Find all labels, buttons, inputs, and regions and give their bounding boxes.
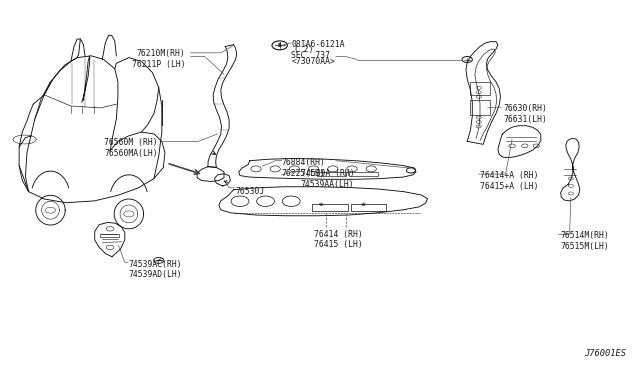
- Text: 76630(RH)
76631(LH): 76630(RH) 76631(LH): [503, 104, 547, 124]
- Text: 76530J: 76530J: [236, 187, 265, 196]
- Text: SEC. 737: SEC. 737: [291, 51, 330, 60]
- Bar: [312, 204, 348, 211]
- Text: 76560M (RH)
76560MA(LH): 76560M (RH) 76560MA(LH): [104, 138, 158, 158]
- Text: 76514M(RH)
76515M(LH): 76514M(RH) 76515M(LH): [560, 231, 609, 251]
- Text: 74539AC(RH)
74539AD(LH): 74539AC(RH) 74539AD(LH): [128, 260, 182, 279]
- Bar: [470, 100, 490, 115]
- Bar: [100, 234, 119, 237]
- Text: 76414+A (RH)
76415+A (LH): 76414+A (RH) 76415+A (LH): [480, 171, 538, 190]
- Text: 76210M(RH)
76211P (LH): 76210M(RH) 76211P (LH): [132, 49, 186, 68]
- Bar: [470, 82, 490, 95]
- Text: 08IA6-6121A: 08IA6-6121A: [291, 40, 345, 49]
- Text: J76001ES: J76001ES: [584, 349, 626, 358]
- Text: 74539A (RH)
74539AA(LH): 74539A (RH) 74539AA(LH): [301, 169, 355, 189]
- Text: 76884(RH)
76225(LH): 76884(RH) 76225(LH): [282, 158, 326, 177]
- Text: <73070AA>: <73070AA>: [291, 57, 335, 65]
- Text: B: B: [278, 42, 282, 48]
- Bar: [351, 204, 386, 211]
- Text: ( 2): ( 2): [294, 45, 314, 54]
- Text: 76414 (RH)
76415 (LH): 76414 (RH) 76415 (LH): [314, 230, 362, 249]
- Bar: [349, 172, 378, 176]
- Bar: [317, 172, 346, 176]
